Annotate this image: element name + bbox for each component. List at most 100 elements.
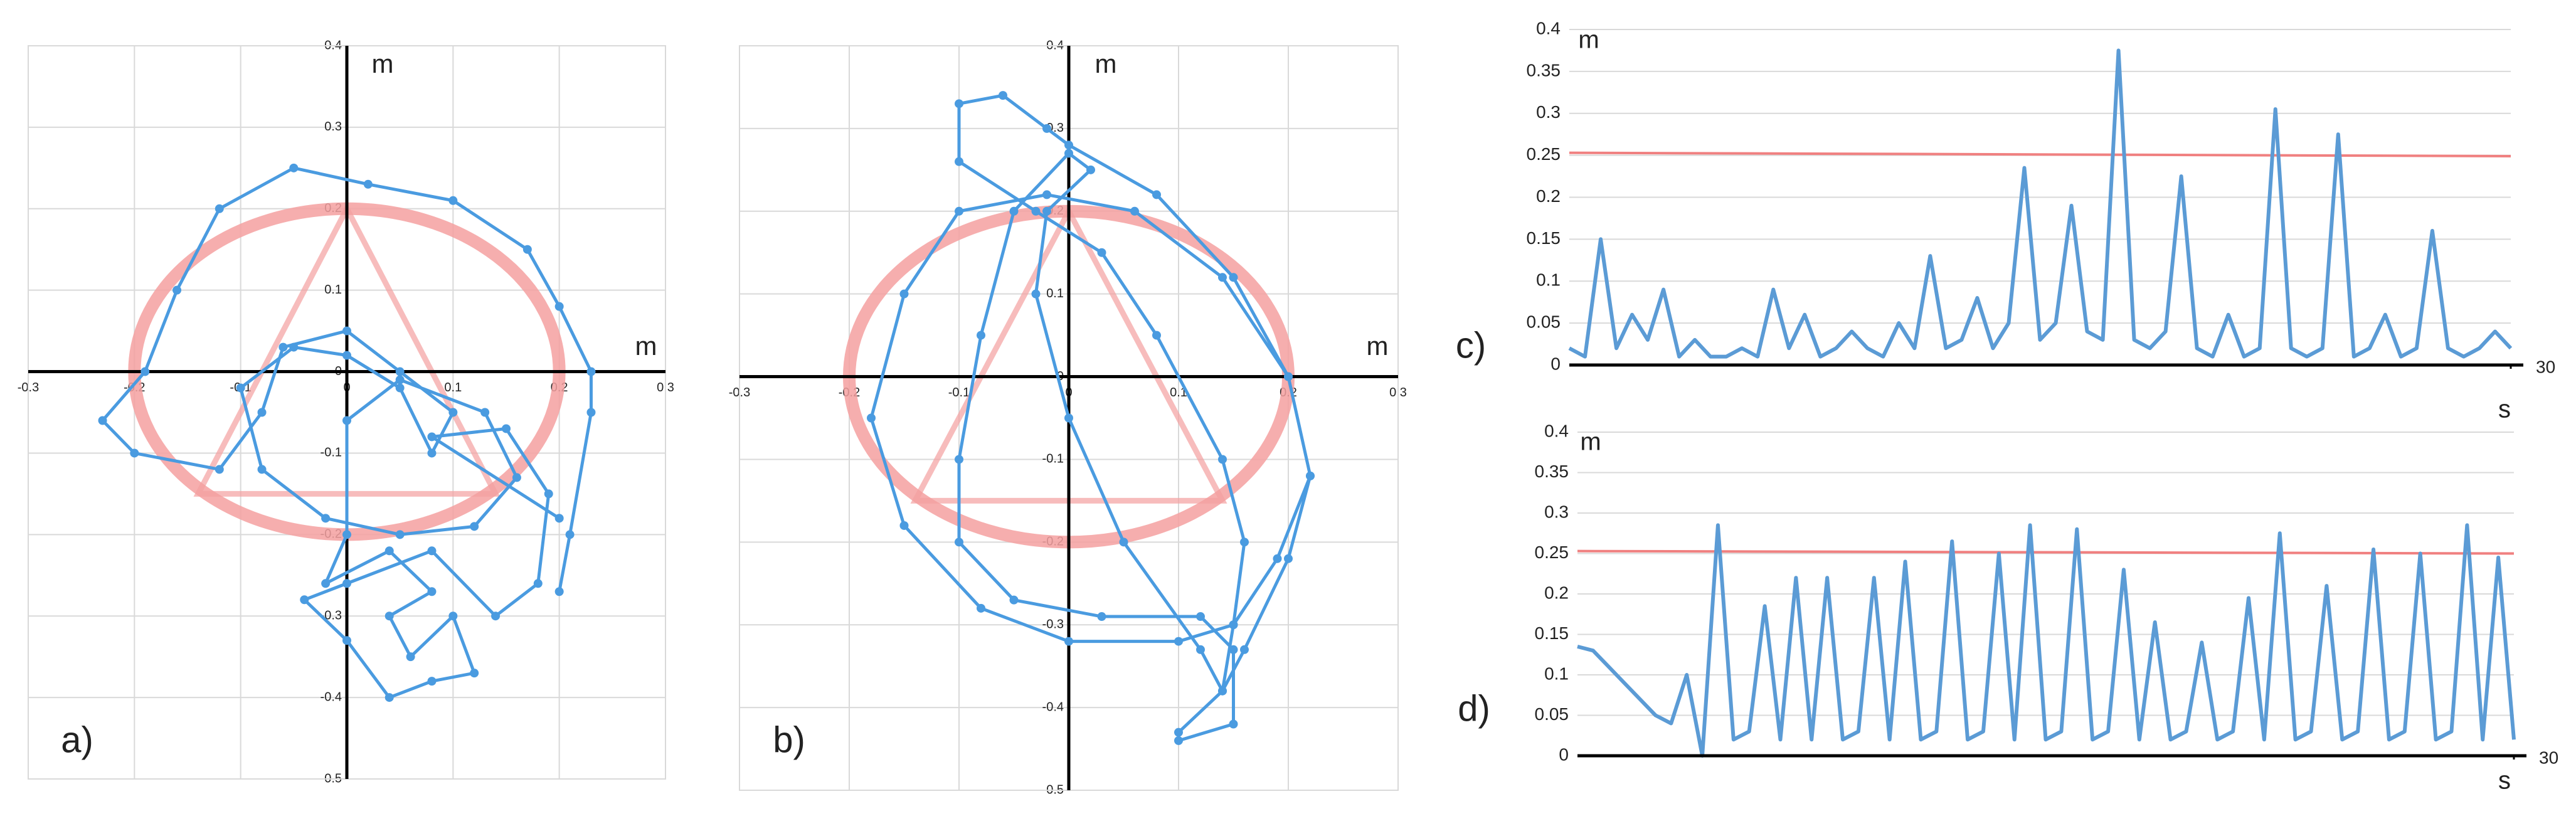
trajectory-point — [554, 302, 564, 311]
trajectory-point — [480, 408, 490, 417]
trajectory-point — [342, 530, 351, 539]
trajectory-point — [1031, 206, 1041, 216]
trajectory-point — [395, 375, 405, 384]
trajectory-point — [363, 179, 373, 189]
trajectory-point — [236, 383, 245, 393]
y-tick-label: 0.05 — [1535, 704, 1569, 724]
trajectory-point — [1229, 719, 1238, 729]
trajectory-point — [1218, 686, 1227, 696]
trajectory-point — [1064, 149, 1073, 158]
trajectory-point — [1174, 736, 1183, 745]
y-axis-label: m — [1095, 49, 1117, 78]
trajectory-point — [384, 693, 394, 702]
y-tick-label: 0.4 — [1544, 421, 1569, 440]
y-tick-label: 0.1 — [1046, 287, 1064, 300]
trajectory-point — [1240, 537, 1249, 547]
trajectory-point — [470, 522, 479, 531]
trajectory-point — [448, 408, 458, 417]
x-tick-label: 0.1 — [1170, 386, 1187, 400]
trajectory-point — [448, 612, 458, 621]
trajectory-point — [321, 514, 331, 523]
trajectory-point — [1174, 728, 1183, 737]
trajectory-point — [395, 367, 405, 376]
trajectory-point — [977, 331, 985, 340]
trajectory-point — [955, 99, 963, 109]
trajectory-point — [1273, 554, 1282, 563]
trajectory-point — [1064, 637, 1073, 646]
y-tick-label: -0.3 — [321, 609, 342, 623]
trajectory-point — [1196, 612, 1205, 622]
trajectory-point — [1042, 206, 1051, 216]
trajectory-point — [1097, 612, 1106, 622]
trajectory-point — [448, 196, 458, 205]
trajectory-point — [1097, 248, 1106, 257]
x-tick-label: 0.1 — [444, 381, 462, 394]
trajectory-point — [512, 473, 521, 482]
trajectory-point — [1009, 206, 1019, 216]
trajectory-point — [1152, 190, 1161, 199]
x-axis-label: m — [1367, 331, 1389, 361]
trajectory-point — [955, 537, 963, 547]
trajectory-point — [172, 285, 182, 295]
trajectory-point — [427, 432, 437, 442]
trajectory-point — [1229, 645, 1238, 654]
trajectory-point — [977, 603, 985, 613]
trajectory-point — [1064, 140, 1073, 150]
trajectory-point — [342, 579, 351, 588]
trajectory-point — [321, 579, 331, 588]
trajectory-point — [257, 408, 267, 417]
y-tick-label: -0.4 — [1042, 700, 1064, 714]
trajectory-point — [955, 206, 963, 216]
trajectory-point — [522, 245, 532, 254]
trajectory-point — [130, 448, 139, 458]
panel-label: c) — [1456, 325, 1486, 366]
y-tick-label: 0.3 — [324, 120, 342, 134]
y-tick-label: 0.15 — [1535, 623, 1569, 643]
trajectory-point — [427, 587, 437, 596]
x-axis-label: m — [635, 331, 657, 361]
y-tick-label: -0.1 — [321, 446, 342, 460]
trajectory-point — [491, 612, 501, 621]
trajectory-point — [427, 677, 437, 686]
y-tick-label: 0.4 — [1536, 18, 1561, 38]
x-tick-label: 30 — [2536, 357, 2555, 376]
y-tick-label: 0 — [1559, 744, 1569, 764]
trajectory-point — [342, 416, 351, 425]
trajectory-point — [1306, 471, 1315, 480]
trajectory-point — [427, 448, 437, 458]
trajectory-point — [1130, 206, 1139, 216]
y-tick-label: 0.35 — [1527, 60, 1561, 80]
trajectory-point — [427, 546, 437, 556]
y-tick-label: 0.25 — [1527, 144, 1561, 164]
y-tick-label: 0.05 — [1527, 312, 1561, 332]
trajectory-point — [395, 383, 405, 393]
trajectory-point — [300, 595, 309, 605]
trajectory-point — [342, 351, 351, 360]
trajectory-point — [278, 342, 288, 352]
trajectory-point — [1042, 124, 1051, 133]
trajectory-point — [289, 163, 299, 172]
trajectory-point — [1196, 645, 1205, 654]
x-axis-label: s — [2498, 396, 2511, 423]
y-tick-label: 0.3 — [1536, 102, 1561, 122]
y-tick-label: 0 — [1550, 354, 1561, 373]
y-tick-label: 0.3 — [1544, 502, 1569, 521]
trajectory-point — [215, 465, 224, 474]
trajectory-point — [867, 413, 876, 423]
trajectory-point — [406, 652, 415, 662]
trajectory-point — [1229, 620, 1238, 630]
trajectory-point — [1174, 637, 1183, 646]
panel-label: b) — [773, 719, 805, 760]
y-tick-label: -0.4 — [321, 690, 342, 704]
trajectory-point — [140, 367, 150, 376]
panel-label: a) — [61, 719, 93, 760]
trajectory-point — [899, 521, 909, 530]
y-tick-label: 0.25 — [1535, 543, 1569, 562]
trajectory-point — [289, 342, 299, 352]
trajectory-point — [384, 546, 394, 556]
trajectory-point — [384, 612, 394, 621]
trajectory-point — [999, 91, 1007, 100]
y-tick-label: 0.1 — [1536, 270, 1561, 290]
trajectory-point — [554, 587, 564, 596]
trajectory — [869, 93, 1312, 743]
